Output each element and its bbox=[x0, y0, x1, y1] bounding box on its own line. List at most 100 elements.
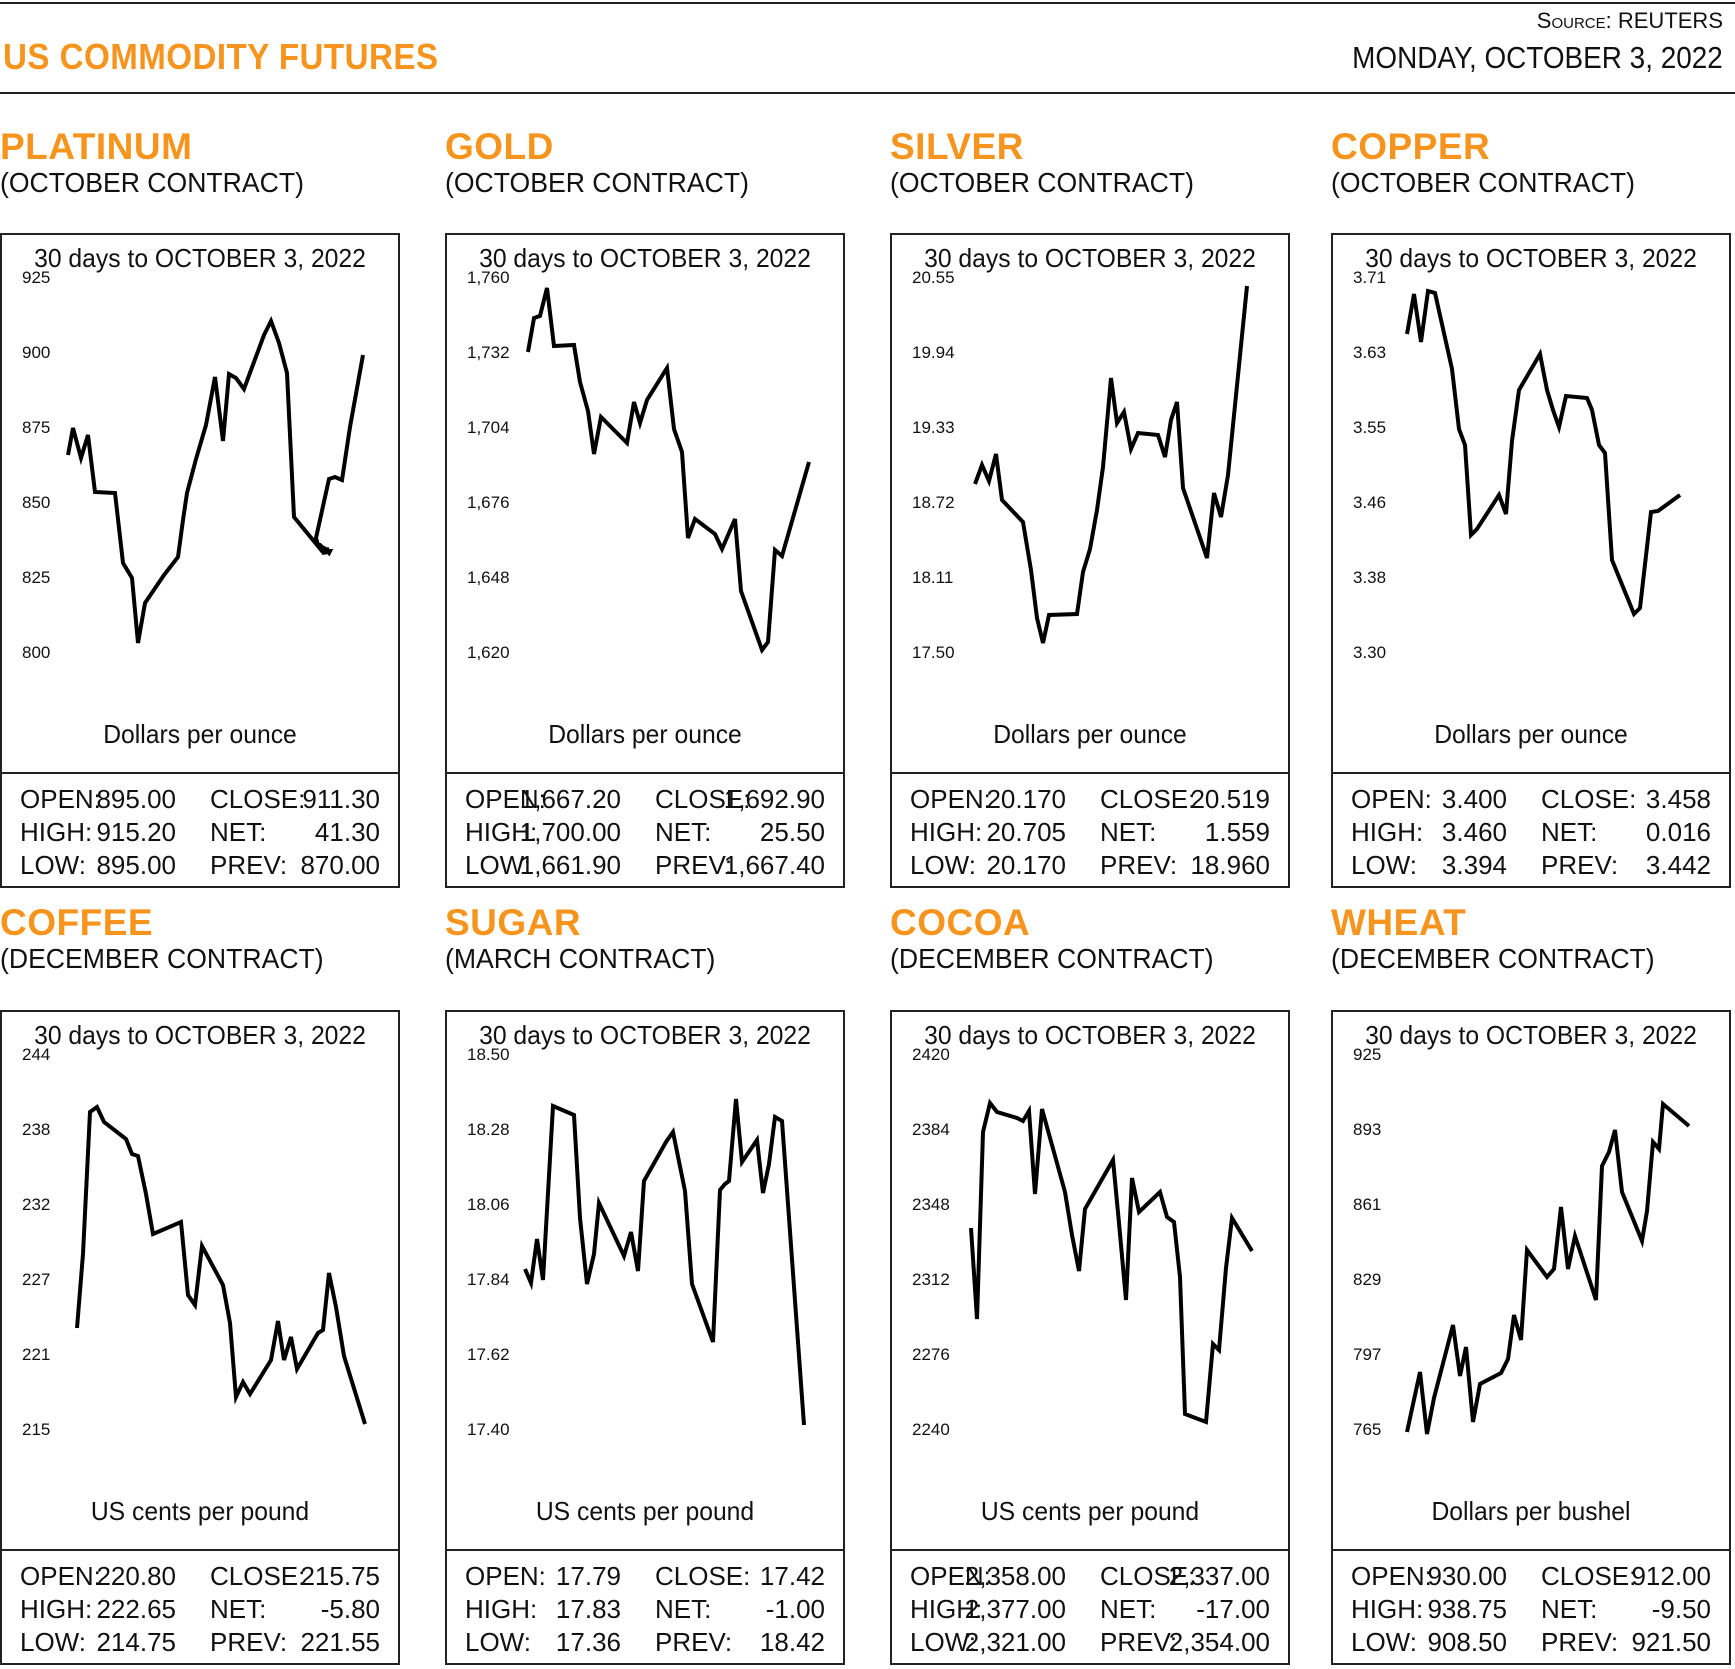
price-line-chart bbox=[1405, 288, 1682, 618]
stat-label-high: HIGH: bbox=[20, 817, 93, 847]
stat-value-open: 2,358.00 bbox=[964, 1561, 1066, 1591]
unit-label: US cents per pound bbox=[980, 1496, 1200, 1526]
stat-value-open: 895.00 bbox=[96, 784, 176, 814]
y-tick-label: 1,704 bbox=[467, 418, 510, 437]
stat-label-high: HIGH: bbox=[20, 1594, 93, 1624]
y-tick-label: 1,732 bbox=[467, 343, 510, 362]
stat-value-high: 3.460 bbox=[1441, 817, 1507, 847]
y-tick-label: 925 bbox=[22, 268, 51, 287]
stat-label-close: CLOSE: bbox=[1541, 1561, 1637, 1591]
stats-row: HIGH: 222.65 NET: -5.80 bbox=[2, 1594, 398, 1627]
unit-label: Dollars per ounce bbox=[1434, 719, 1628, 749]
stats-row: HIGH: 1,700.00 NET: 25.50 bbox=[447, 817, 843, 850]
stat-label-low: LOW: bbox=[20, 1627, 86, 1657]
stat-label-high: HIGH: bbox=[1351, 817, 1424, 847]
price-line-chart bbox=[75, 1103, 367, 1425]
source-credit: Source: REUTERS bbox=[1537, 8, 1723, 34]
y-tick-label: 3.46 bbox=[1353, 493, 1387, 512]
y-tick-label: 2384 bbox=[912, 1120, 950, 1139]
stat-label-open: OPEN: bbox=[465, 784, 546, 814]
stat-value-close: 17.42 bbox=[759, 1561, 825, 1591]
chart-box: 30 days to OCTOBER 3, 2022 20.55 19.94 19.… bbox=[890, 233, 1290, 888]
stat-value-high: 2,377.00 bbox=[964, 1594, 1066, 1624]
stat-label-prev: PREV: bbox=[1100, 850, 1178, 880]
stat-label-open: OPEN: bbox=[1351, 1561, 1432, 1591]
stat-label-close: CLOSE: bbox=[655, 784, 751, 814]
y-tick-label: 900 bbox=[22, 343, 51, 362]
chart-period: 30 days to OCTOBER 3, 2022 bbox=[924, 243, 1256, 273]
contract-label: (OCTOBER CONTRACT) bbox=[445, 167, 749, 198]
stats-table: OPEN: 17.79 CLOSE: 17.42 HIGH: 17.83 NET… bbox=[447, 1549, 843, 1665]
stat-label-low: LOW: bbox=[20, 850, 86, 880]
stat-label-prev: PREV: bbox=[210, 850, 288, 880]
stats-row: OPEN: 2,358.00 CLOSE: 2,337.00 bbox=[892, 1561, 1288, 1594]
y-tick-label: 2240 bbox=[912, 1420, 950, 1439]
stats-row: LOW: 214.75 PREV: 221.55 bbox=[2, 1627, 398, 1660]
stats-row: HIGH: 20.705 NET: 1.559 bbox=[892, 817, 1288, 850]
stat-label-open: OPEN: bbox=[910, 1561, 991, 1591]
stat-value-prev: 18.42 bbox=[759, 1627, 825, 1657]
stat-label-high: HIGH: bbox=[910, 1594, 983, 1624]
stats-table: OPEN: 3.400 CLOSE: 3.458 HIGH: 3.460 NET… bbox=[1333, 772, 1729, 888]
y-tick-label: 765 bbox=[1353, 1420, 1382, 1439]
price-line bbox=[526, 287, 811, 655]
price-line bbox=[523, 1098, 806, 1426]
stat-label-net: NET: bbox=[655, 817, 712, 847]
price-line bbox=[969, 1098, 1254, 1425]
chart-box: 30 days to OCTOBER 3, 2022 244 238 232 227 2… bbox=[0, 1010, 400, 1665]
y-tick-label: 227 bbox=[22, 1270, 51, 1289]
panel-wheat: WHEAT (DECEMBER CONTRACT) 30 days to OCT… bbox=[1331, 904, 1731, 1665]
chart-period: 30 days to OCTOBER 3, 2022 bbox=[479, 243, 811, 273]
y-tick-label: 221 bbox=[22, 1345, 51, 1364]
y-tick-label: 3.55 bbox=[1353, 418, 1387, 437]
unit-label: US cents per pound bbox=[90, 1496, 310, 1526]
stat-label-prev: PREV: bbox=[655, 1627, 733, 1657]
price-line-chart bbox=[523, 1098, 806, 1426]
stat-label-low: LOW: bbox=[910, 1627, 976, 1657]
stats-row: OPEN: 895.00 CLOSE: 911.30 bbox=[2, 784, 398, 817]
stat-label-prev: PREV: bbox=[1541, 1627, 1619, 1657]
panel-copper: COPPER (OCTOBER CONTRACT) 30 days to OCT… bbox=[1331, 128, 1731, 888]
unit-label: Dollars per ounce bbox=[993, 719, 1187, 749]
stat-label-prev: PREV: bbox=[1100, 1627, 1178, 1657]
unit-label: Dollars per ounce bbox=[548, 719, 742, 749]
header-rule bbox=[0, 92, 1735, 94]
y-tick-label: 215 bbox=[22, 1420, 51, 1439]
stat-value-high: 222.65 bbox=[96, 1594, 176, 1624]
chart-box: 30 days to OCTOBER 3, 2022 18.50 18.28 18.… bbox=[445, 1010, 845, 1665]
commodity-name: SILVER bbox=[890, 126, 1024, 167]
chart-period: 30 days to OCTOBER 3, 2022 bbox=[479, 1020, 811, 1050]
stat-value-open: 3.400 bbox=[1441, 784, 1507, 814]
stat-label-high: HIGH: bbox=[910, 817, 983, 847]
y-tick-label: 3.63 bbox=[1353, 343, 1387, 362]
stat-label-close: CLOSE: bbox=[1541, 784, 1637, 814]
chart-box: 30 days to OCTOBER 3, 2022 925 893 861 829 7… bbox=[1331, 1010, 1731, 1665]
unit-label: Dollars per bushel bbox=[1431, 1496, 1631, 1526]
stat-value-low: 20.170 bbox=[986, 850, 1066, 880]
stat-label-net: NET: bbox=[1100, 1594, 1157, 1624]
stat-label-close: CLOSE: bbox=[1100, 784, 1196, 814]
unit-label: Dollars per ounce bbox=[103, 719, 297, 749]
stat-value-prev: 18.960 bbox=[1190, 850, 1270, 880]
stat-value-net: -1.00 bbox=[765, 1594, 825, 1624]
stats-table: OPEN: 1,667.20 CLOSE: 1,692.90 HIGH: 1,7… bbox=[447, 772, 843, 888]
stat-value-net: -17.00 bbox=[1196, 1594, 1270, 1624]
y-tick-label: 3.30 bbox=[1353, 643, 1387, 662]
stat-label-open: OPEN: bbox=[910, 784, 991, 814]
panel-sugar: SUGAR (MARCH CONTRACT) 30 days to OCTOBE… bbox=[445, 904, 845, 1665]
stats-row: HIGH: 938.75 NET: -9.50 bbox=[1333, 1594, 1729, 1627]
contract-label: (MARCH CONTRACT) bbox=[445, 943, 716, 974]
y-tick-label: 18.06 bbox=[467, 1195, 510, 1214]
y-tick-label: 1,648 bbox=[467, 568, 510, 587]
y-tick-label: 800 bbox=[22, 643, 51, 662]
stat-value-open: 1,667.20 bbox=[519, 784, 621, 814]
price-line bbox=[1405, 288, 1682, 618]
stats-row: LOW: 895.00 PREV: 870.00 bbox=[2, 850, 398, 883]
y-tick-label: 2276 bbox=[912, 1345, 950, 1364]
y-tick-label: 825 bbox=[22, 568, 51, 587]
stats-row: OPEN: 930.00 CLOSE: 912.00 bbox=[1333, 1561, 1729, 1594]
y-tick-label: 17.84 bbox=[467, 1270, 510, 1289]
price-line bbox=[973, 285, 1249, 644]
unit-label: US cents per pound bbox=[535, 1496, 755, 1526]
price-line-chart bbox=[969, 1098, 1254, 1425]
